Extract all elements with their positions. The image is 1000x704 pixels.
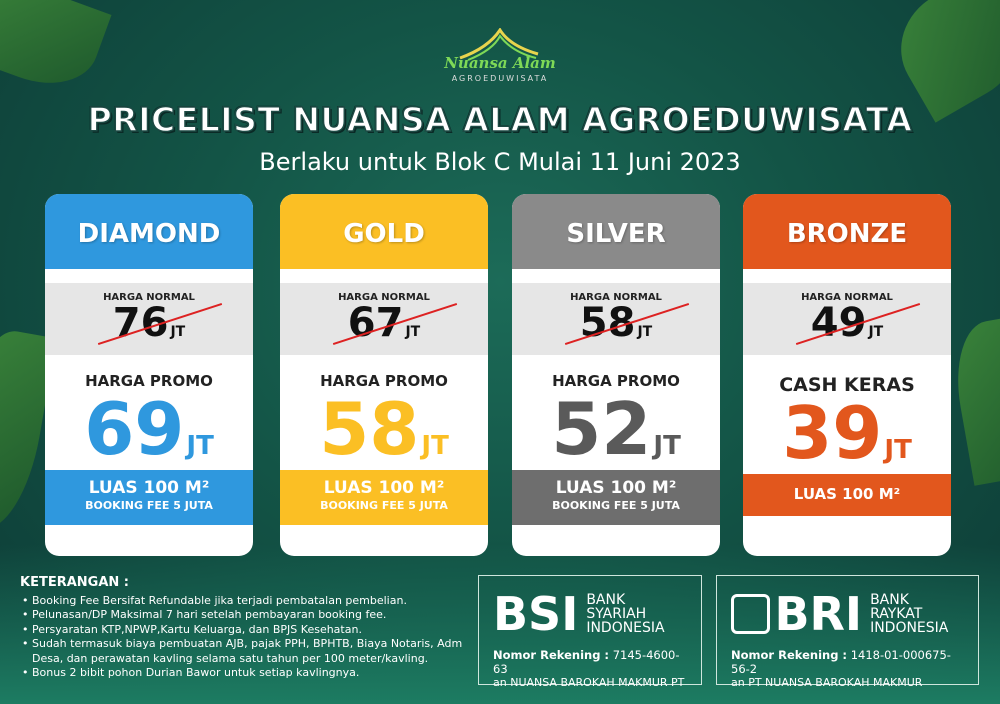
normal-price-section: HARGA NORMAL 58 JT bbox=[512, 283, 720, 355]
normal-price: 67 JT bbox=[332, 302, 457, 352]
unit: JT bbox=[405, 324, 421, 340]
area: LUAS 100 M² bbox=[793, 485, 901, 503]
card-silver: SILVER HARGA NORMAL 58 JT HARGA PROMO 52J… bbox=[512, 194, 720, 556]
promo-label: HARGA PROMO bbox=[552, 372, 680, 390]
card-title: GOLD bbox=[280, 194, 488, 269]
normal-label: HARGA NORMAL bbox=[801, 292, 893, 303]
promo-price-value: 69 bbox=[84, 387, 185, 471]
leaf-decoration bbox=[0, 0, 112, 100]
unit: JT bbox=[186, 431, 214, 461]
normal-label: HARGA NORMAL bbox=[338, 292, 430, 303]
normal-price: 58 JT bbox=[564, 302, 689, 352]
unit: JT bbox=[884, 435, 912, 465]
bank-name-line1: BANK SYARIAH bbox=[586, 592, 647, 622]
bank-bsi: BSI BANK SYARIAH INDONESIA Nomor Rekening… bbox=[478, 575, 702, 689]
account-value: 1418-01-000675-56-2 bbox=[731, 648, 951, 676]
promo-price-value: 39 bbox=[782, 391, 883, 475]
note-item: Bonus 2 bibit pohon Durian Bawor untuk s… bbox=[20, 666, 480, 681]
card-gold: GOLD HARGA NORMAL 67 JT HARGA PROMO 58JT … bbox=[280, 194, 488, 556]
promo-price-value: 58 bbox=[319, 387, 420, 471]
promo-label: HARGA PROMO bbox=[320, 372, 448, 390]
bank-name: BANK SYARIAH INDONESIA bbox=[586, 593, 687, 635]
bank-name-line1: BANK RAYKAT bbox=[870, 592, 923, 622]
account-label: Nomor Rekening : bbox=[731, 648, 848, 662]
bri-logo: BRI bbox=[774, 587, 863, 641]
promo-price: 52JT bbox=[512, 388, 720, 487]
bank-bri: BRI BANK RAYKAT INDONESIA Nomor Rekening … bbox=[716, 575, 979, 689]
info-band: LUAS 100 M² BOOKING FEE 5 JUTA bbox=[512, 470, 720, 525]
card-title: SILVER bbox=[512, 194, 720, 269]
card-title: BRONZE bbox=[743, 194, 951, 269]
bri-emblem-icon bbox=[731, 594, 771, 634]
logo-subtitle: AGROEDUWISATA bbox=[451, 74, 549, 83]
info-band: LUAS 100 M² bbox=[743, 474, 951, 516]
account-holder: an NUANSA BAROKAH MAKMUR PT bbox=[493, 676, 685, 689]
unit: JT bbox=[637, 324, 653, 340]
normal-price: 76 JT bbox=[97, 302, 222, 352]
account-number: Nomor Rekening : 7145-4600-63 bbox=[493, 648, 687, 676]
promo-price-value: 52 bbox=[551, 387, 652, 471]
card-bronze: BRONZE HARGA NORMAL 49 JT CASH KERAS 39JT… bbox=[743, 194, 951, 556]
page-subtitle: Berlaku untuk Blok C Mulai 11 Juni 2023 bbox=[259, 148, 741, 176]
unit: JT bbox=[421, 431, 449, 461]
brand-logo: Nuansa Alam AGROEDUWISATA bbox=[438, 28, 562, 90]
promo-label: CASH KERAS bbox=[779, 374, 915, 396]
unit: JT bbox=[653, 431, 681, 461]
bank-name-line2: INDONESIA bbox=[870, 620, 949, 636]
promo-price: 69JT bbox=[45, 388, 253, 487]
account-label: Nomor Rekening : bbox=[493, 648, 610, 662]
note-item: Booking Fee Bersifat Refundable jika ter… bbox=[20, 594, 480, 609]
note-item: Persyaratan KTP,NPWP,Kartu Keluarga, dan… bbox=[20, 623, 480, 638]
normal-label: HARGA NORMAL bbox=[103, 292, 195, 303]
note-item: Pelunasan/DP Maksimal 7 hari setelah pem… bbox=[20, 608, 480, 623]
notes-section: KETERANGAN : Booking Fee Bersifat Refund… bbox=[20, 575, 480, 681]
promo-price: 58JT bbox=[280, 388, 488, 487]
normal-price-section: HARGA NORMAL 76 JT bbox=[45, 283, 253, 355]
logo-brand: Nuansa Alam bbox=[444, 54, 556, 72]
bsi-logo: BSI bbox=[493, 587, 579, 641]
unit: JT bbox=[868, 324, 884, 340]
booking-fee: BOOKING FEE 5 JUTA bbox=[85, 499, 213, 512]
promo-price: 39JT bbox=[743, 392, 951, 491]
normal-price-section: HARGA NORMAL 67 JT bbox=[280, 283, 488, 355]
page-title: PRICELIST NUANSA ALAM AGROEDUWISATA bbox=[87, 99, 913, 140]
account-value: 7145-4600-63 bbox=[493, 648, 680, 676]
normal-price-section: HARGA NORMAL 49 JT bbox=[743, 283, 951, 355]
area: LUAS 100 M² bbox=[555, 478, 677, 498]
note-item: Sudah termasuk biaya pembuatan AJB, paja… bbox=[20, 637, 480, 666]
bank-name: BANK RAYKAT INDONESIA bbox=[870, 593, 964, 635]
roof-icon bbox=[459, 28, 539, 61]
bank-name-line2: INDONESIA bbox=[586, 620, 665, 636]
notes-title: KETERANGAN : bbox=[20, 575, 129, 590]
account-number: Nomor Rekening : 1418-01-000675-56-2 bbox=[731, 648, 964, 676]
info-band: LUAS 100 M² BOOKING FEE 5 JUTA bbox=[280, 470, 488, 525]
promo-label: HARGA PROMO bbox=[85, 372, 213, 390]
info-band: LUAS 100 M² BOOKING FEE 5 JUTA bbox=[45, 470, 253, 525]
leaf-decoration bbox=[946, 314, 1000, 486]
booking-fee: BOOKING FEE 5 JUTA bbox=[552, 499, 680, 512]
booking-fee: BOOKING FEE 5 JUTA bbox=[320, 499, 448, 512]
account-holder: an PT NUANSA BAROKAH MAKMUR bbox=[731, 676, 923, 689]
card-title: DIAMOND bbox=[45, 194, 253, 269]
area: LUAS 100 M² bbox=[88, 478, 210, 498]
card-diamond: DIAMOND HARGA NORMAL 76 JT HARGA PROMO 69… bbox=[45, 194, 253, 556]
unit: JT bbox=[170, 324, 186, 340]
area: LUAS 100 M² bbox=[323, 478, 445, 498]
normal-label: HARGA NORMAL bbox=[570, 292, 662, 303]
normal-price: 49 JT bbox=[795, 302, 920, 352]
